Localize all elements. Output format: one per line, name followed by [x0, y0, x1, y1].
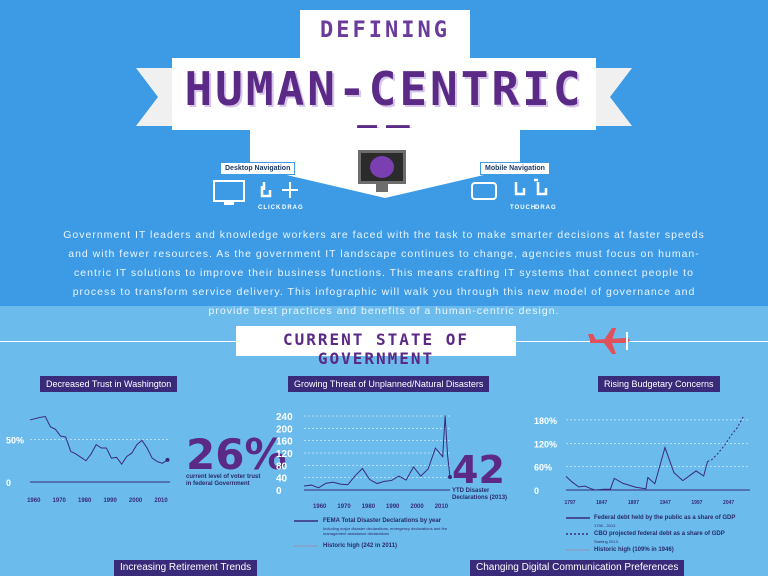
disasters-series-line: [303, 415, 451, 489]
budget-x-tick: 1947: [660, 500, 671, 506]
disasters-latest-point: [448, 475, 452, 480]
kicker-tab: [300, 10, 470, 60]
disasters-legend-note: Including major disaster declarations, e…: [323, 526, 448, 536]
budget-y-tick: 180%: [534, 416, 557, 426]
disasters-caption: YTD Disaster Declarations (2013): [452, 488, 508, 501]
disasters-x-tick: 1970: [337, 504, 351, 510]
hand-drag-icon: [534, 178, 548, 196]
budget-legend-high: Historic high (109% in 1946): [594, 547, 674, 553]
section-title: CURRENT STATE OF GOVERNMENT: [282, 330, 470, 368]
hand-touch-icon: [514, 182, 526, 196]
section-title-box: [236, 326, 516, 356]
mobile-navigation-label: Mobile Navigation: [480, 162, 550, 175]
budget-projected-line: [707, 415, 745, 463]
budget-legend-actual: Federal debt held by the public as a sha…: [594, 515, 736, 521]
budget-x-tick: 1797: [564, 500, 575, 506]
budget-chart-label: Rising Budgetary Concerns: [598, 376, 720, 392]
trust-big-number: 26%: [186, 430, 287, 479]
trust-y-tick: 0: [6, 478, 11, 488]
desktop-navigation-label: Desktop Navigation: [220, 162, 296, 175]
budget-legend-actual-sub: 1790 - 2013: [594, 523, 616, 528]
communication-chart-label: Changing Digital Communication Preferenc…: [470, 560, 685, 576]
section-rule-left: [0, 341, 236, 342]
trust-latest-point: [165, 457, 170, 462]
trust-x-tick: 2000: [129, 498, 143, 504]
budget-y-tick: 0: [534, 486, 539, 496]
disasters-y-tick: 240: [276, 412, 293, 423]
budget-y-tick: 60%: [534, 463, 552, 473]
disasters-legend-high: Historic high (242 in 2011): [323, 543, 398, 549]
mobile-nav-icons: [471, 178, 548, 200]
intro-paragraph: Government IT leaders and knowledge work…: [63, 229, 705, 317]
trust-chart-label: Decreased Trust in Washington: [40, 376, 178, 392]
disasters-big-number: 42: [452, 448, 505, 492]
airplane-icon: [588, 328, 630, 354]
budget-x-tick: 1847: [596, 500, 607, 506]
budget-y-tick: 120%: [534, 439, 557, 449]
section-rule-right: [516, 341, 768, 342]
budget-x-tick: 2047: [723, 500, 734, 506]
drag-label: DRAG: [282, 205, 304, 211]
disasters-y-tick: 80: [276, 461, 288, 472]
budget-chart: 0 60% 120% 180% 1797 1847 1897 1947 1997 2047: [534, 415, 750, 506]
budget-actual-line: [565, 445, 708, 491]
title-banner: [172, 58, 596, 130]
logo-swirl-icon: [370, 156, 394, 178]
budget-legend-swatches: [566, 517, 590, 551]
trust-x-tick: 1970: [53, 498, 67, 504]
trust-caption: current level of voter trust in federal …: [186, 474, 261, 487]
disasters-legend-series: FEMA Total Disaster Declarations by year: [323, 518, 442, 524]
hand-click-icon: [260, 182, 272, 198]
tablet-icon: [471, 182, 497, 200]
trust-x-tick: 1960: [27, 498, 41, 504]
disasters-y-tick: 200: [276, 424, 293, 435]
trust-x-tick: 1990: [103, 498, 117, 504]
budget-legend-projected: CBO projected federal debt as a share of…: [594, 531, 725, 537]
disasters-x-tick: 1980: [362, 504, 376, 510]
drag-cursor-icon: [282, 182, 298, 198]
disasters-x-tick: 1990: [386, 504, 400, 510]
disasters-x-tick: 1960: [313, 504, 327, 510]
disasters-x-tick: 2010: [435, 504, 449, 510]
trust-x-tick: 2010: [154, 498, 168, 504]
disasters-y-tick: 120: [276, 449, 293, 460]
desktop-nav-icons: [213, 180, 298, 205]
desktop-monitor-icon: [213, 180, 245, 202]
trust-chart: 0 50% 1960 1970 1980 1990 2000 2010: [6, 415, 170, 504]
disasters-x-tick: 2000: [410, 504, 424, 510]
budget-legend-projected-sub: Starting 2013: [594, 539, 618, 544]
trust-y-tick: 50%: [6, 436, 24, 446]
touch-label: TOUCH: [510, 205, 537, 211]
trust-series-line: [29, 415, 168, 466]
monitor-stand: [376, 184, 388, 192]
drag-label-mobile: DRAG: [535, 205, 557, 211]
budget-x-tick: 1997: [691, 500, 702, 506]
disasters-y-tick: 160: [276, 437, 293, 448]
disasters-y-tick: 40: [276, 474, 288, 485]
disasters-y-tick: 0: [276, 486, 282, 497]
budget-x-tick: 1897: [628, 500, 639, 506]
disasters-chart-label: Growing Threat of Unplanned/Natural Disa…: [288, 376, 490, 392]
trust-x-tick: 1980: [78, 498, 92, 504]
click-label: CLICK: [258, 205, 282, 211]
retirement-chart-label: Increasing Retirement Trends: [114, 560, 258, 576]
page-kicker: DEFINING: [320, 18, 450, 43]
disasters-legend-swatches: [294, 520, 318, 547]
